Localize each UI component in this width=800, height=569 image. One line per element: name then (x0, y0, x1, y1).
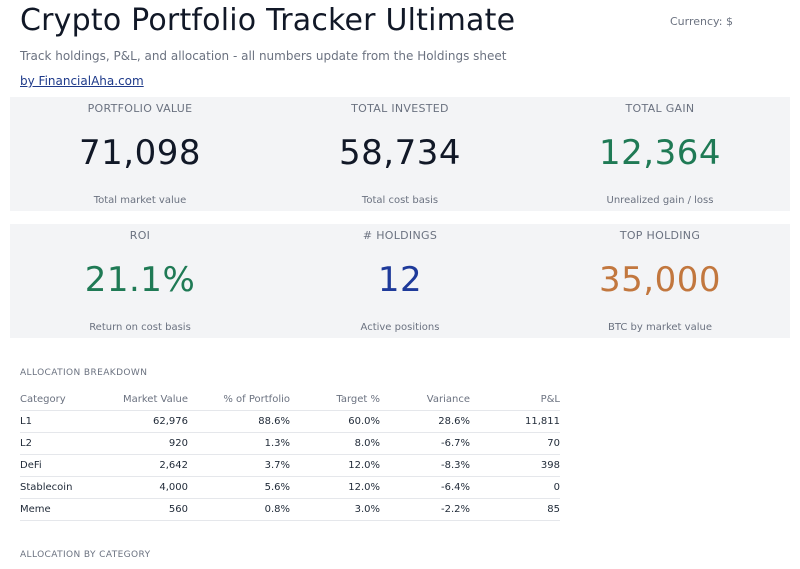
kpi-caption: Return on cost basis (89, 322, 191, 333)
kpi-portfolio-value: PORTFOLIO VALUE 71,098 Total market valu… (10, 97, 270, 211)
cell-pct: 88.6% (188, 410, 290, 433)
column-header: Category (20, 388, 98, 411)
table-row: L2 920 1.3% 8.0% -6.7% 70 (20, 432, 560, 455)
column-header: P&L (470, 388, 560, 411)
kpi-caption: BTC by market value (608, 322, 712, 333)
cell-market-value: 62,976 (98, 410, 188, 433)
kpi-label: TOP HOLDING (619, 229, 701, 242)
cell-market-value: 560 (98, 498, 188, 521)
cell-category: Stablecoin (20, 476, 98, 499)
column-header: % of Portfolio (188, 388, 290, 411)
cell-pct: 3.7% (188, 454, 290, 477)
cell-category: L1 (20, 410, 98, 433)
table-row: Meme 560 0.8% 3.0% -2.2% 85 (20, 498, 560, 521)
kpi-caption: Active positions (360, 322, 440, 333)
kpi-total-invested: TOTAL INVESTED 58,734 Total cost basis (270, 97, 530, 211)
cell-pct: 5.6% (188, 476, 290, 499)
column-header: Market Value (98, 388, 188, 411)
page-title: Crypto Portfolio Tracker Ultimate (20, 3, 516, 38)
kpi-row-2: ROI 21.1% Return on cost basis # HOLDING… (10, 224, 790, 338)
kpi-top-holding: TOP HOLDING 35,000 BTC by market value (530, 224, 790, 338)
cell-target: 3.0% (290, 498, 380, 521)
cell-variance: 28.6% (380, 410, 470, 433)
allocation-breakdown-heading: ALLOCATION BREAKDOWN (20, 368, 148, 378)
kpi-row-1: PORTFOLIO VALUE 71,098 Total market valu… (10, 97, 790, 211)
allocation-table: Category Market Value % of Portfolio Tar… (20, 388, 560, 521)
cell-category: Meme (20, 498, 98, 521)
table-row: L1 62,976 88.6% 60.0% 28.6% 11,811 (20, 410, 560, 433)
cell-target: 12.0% (290, 476, 380, 499)
page-subtitle: Track holdings, P&L, and allocation - al… (20, 49, 507, 63)
table-row: DeFi 2,642 3.7% 12.0% -8.3% 398 (20, 454, 560, 477)
cell-target: 8.0% (290, 432, 380, 455)
cell-pct: 0.8% (188, 498, 290, 521)
kpi-label: ROI (129, 229, 151, 242)
kpi-value: 12 (377, 260, 423, 300)
kpi-value: 58,734 (339, 133, 461, 173)
cell-target: 60.0% (290, 410, 380, 433)
cell-market-value: 920 (98, 432, 188, 455)
cell-pct: 1.3% (188, 432, 290, 455)
cell-pnl: 0 (470, 476, 560, 499)
kpi-caption: Total market value (93, 195, 187, 206)
table-header-row: Category Market Value % of Portfolio Tar… (20, 388, 560, 411)
cell-variance: -6.7% (380, 432, 470, 455)
kpi-value: 71,098 (79, 133, 201, 173)
kpi-label: TOTAL GAIN (625, 102, 695, 115)
currency-indicator: Currency: $ (670, 15, 733, 28)
kpi-label: TOTAL INVESTED (351, 102, 449, 115)
cell-variance: -8.3% (380, 454, 470, 477)
kpi-caption: Unrealized gain / loss (606, 195, 714, 206)
cell-pnl: 85 (470, 498, 560, 521)
table-row: Stablecoin 4,000 5.6% 12.0% -6.4% 0 (20, 476, 560, 499)
cell-pnl: 11,811 (470, 410, 560, 433)
cell-market-value: 4,000 (98, 476, 188, 499)
cell-market-value: 2,642 (98, 454, 188, 477)
cell-pnl: 70 (470, 432, 560, 455)
cell-variance: -6.4% (380, 476, 470, 499)
cell-pnl: 398 (470, 454, 560, 477)
cell-category: DeFi (20, 454, 98, 477)
kpi-total-gain: TOTAL GAIN 12,364 Unrealized gain / loss (530, 97, 790, 211)
kpi-value: 35,000 (599, 260, 721, 300)
kpi-holdings-count: # HOLDINGS 12 Active positions (270, 224, 530, 338)
kpi-label: # HOLDINGS (362, 229, 438, 242)
cell-category: L2 (20, 432, 98, 455)
kpi-value: 21.1% (84, 260, 196, 300)
kpi-roi: ROI 21.1% Return on cost basis (10, 224, 270, 338)
kpi-caption: Total cost basis (361, 195, 439, 206)
kpi-value: 12,364 (599, 133, 721, 173)
kpi-label: PORTFOLIO VALUE (87, 102, 193, 115)
byline-link[interactable]: by FinancialAha.com (20, 74, 144, 88)
column-header: Target % (290, 388, 380, 411)
cell-variance: -2.2% (380, 498, 470, 521)
allocation-by-category-heading: ALLOCATION BY CATEGORY (20, 550, 151, 560)
column-header: Variance (380, 388, 470, 411)
cell-target: 12.0% (290, 454, 380, 477)
